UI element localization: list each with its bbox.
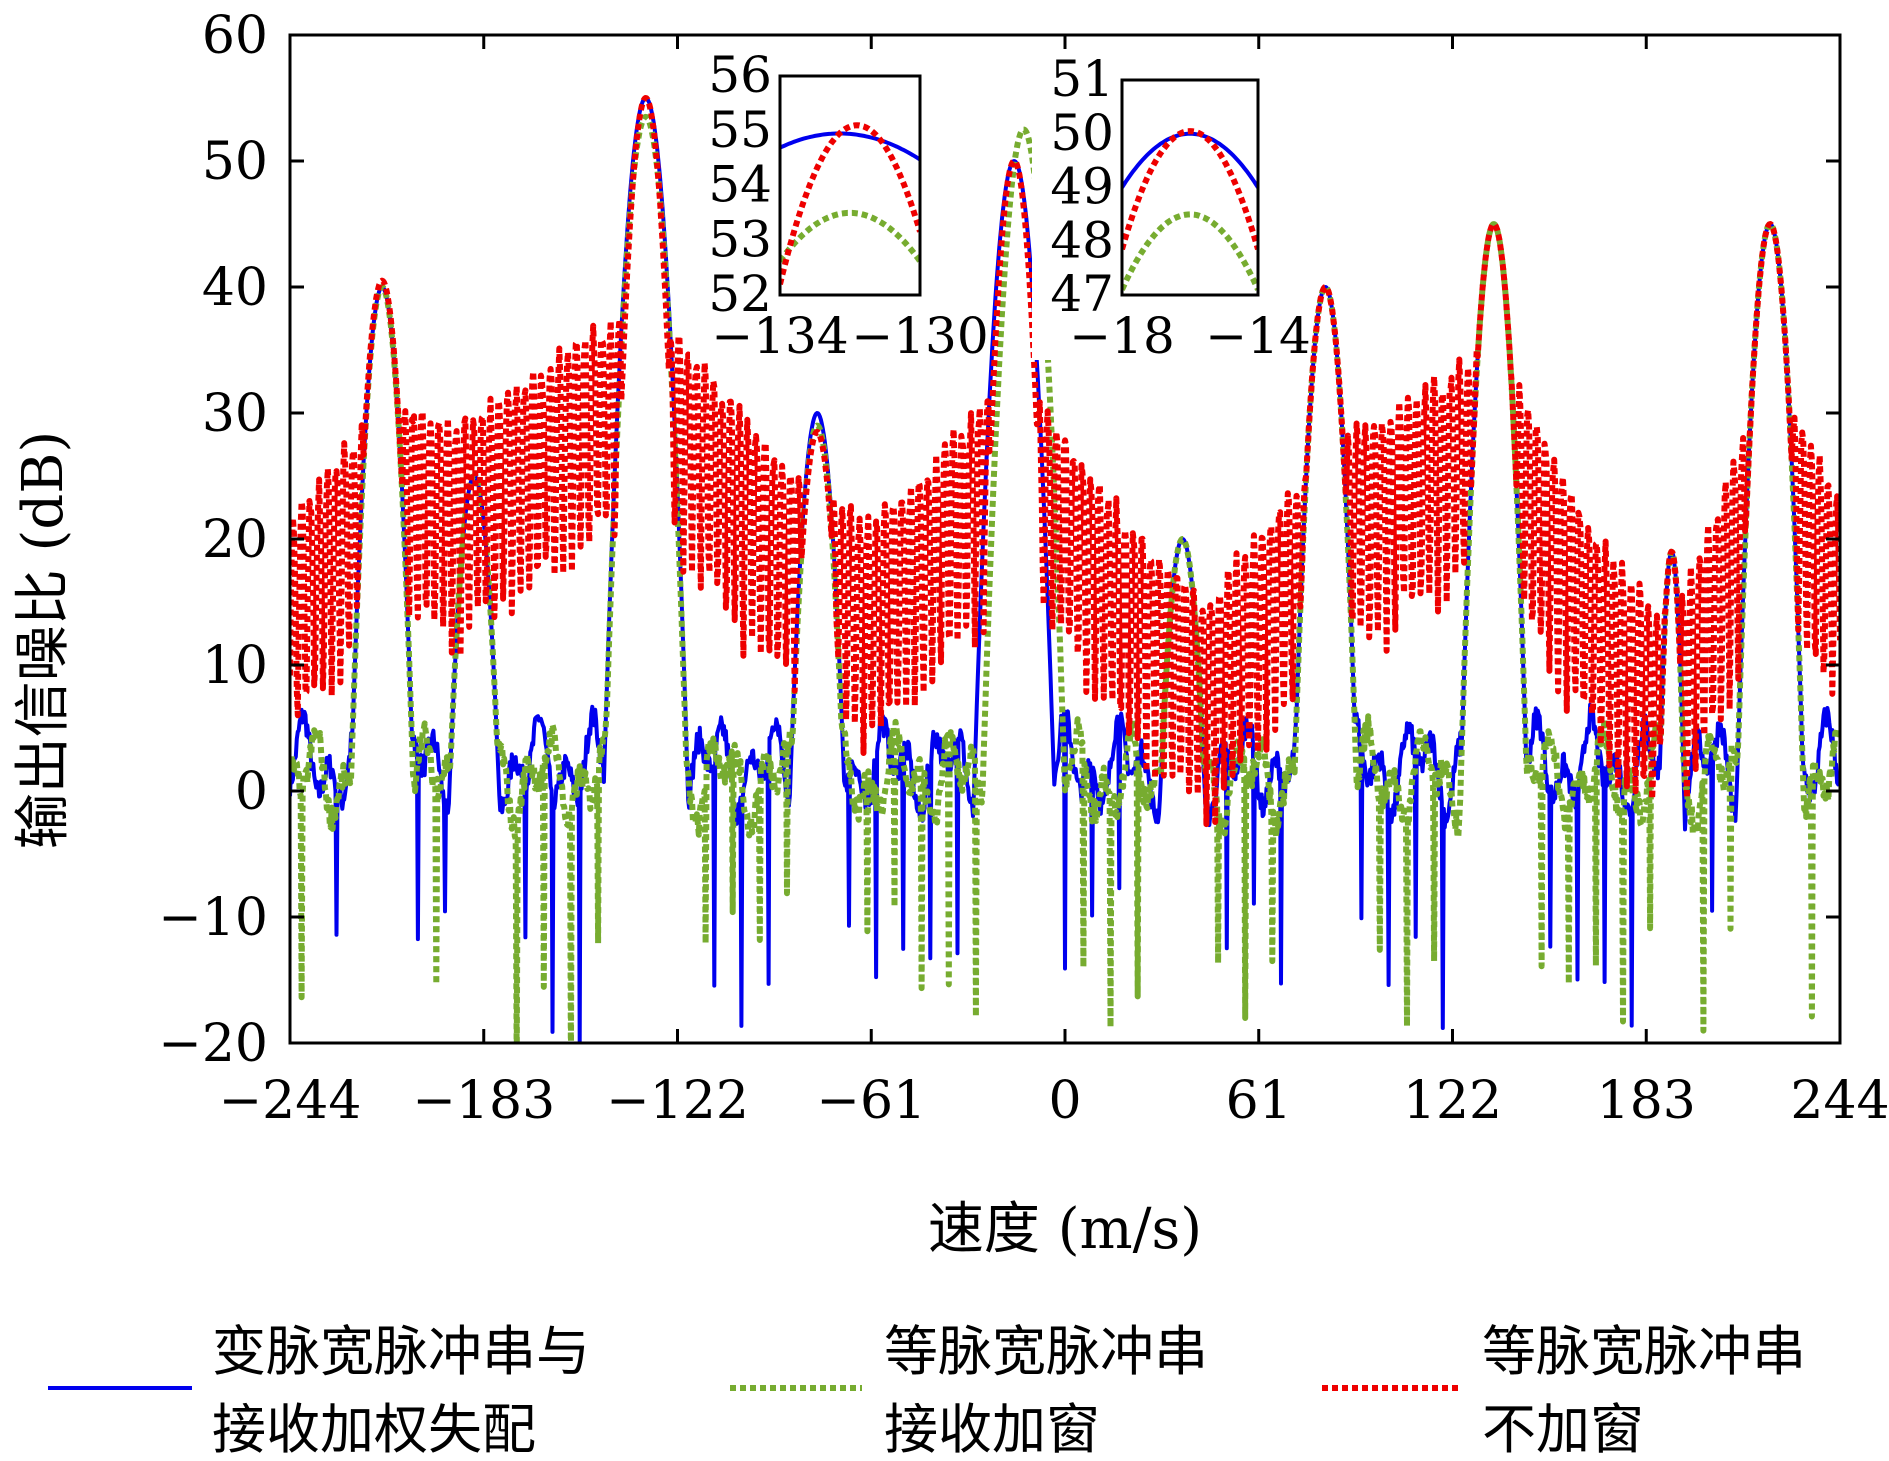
y-tick-label: 20 [202, 510, 268, 570]
inset-y-tick-label: 50 [1050, 104, 1114, 162]
inset-y-tick-label: 52 [708, 265, 772, 323]
inset-y-tick-label: 49 [1050, 158, 1114, 216]
x-tick-label: 122 [1403, 1071, 1502, 1131]
inset-x-tick-label: −14 [1205, 307, 1311, 365]
x-tick-label: 61 [1226, 1071, 1292, 1131]
inset-background [1032, 70, 1298, 360]
x-tick-label: 183 [1597, 1071, 1696, 1131]
legend-label-line2: 接收加权失配 [212, 1398, 536, 1461]
y-tick-label: −20 [158, 1014, 268, 1074]
legend-label-line1: 变脉宽脉冲串与 [212, 1320, 590, 1383]
series-line-3 [290, 95, 1840, 828]
y-tick-label: 0 [235, 762, 268, 822]
y-axis-label: 输出信噪比 (dB) [11, 431, 76, 850]
y-tick-label: 30 [202, 384, 268, 444]
x-axis-label: 速度 (m/s) [928, 1197, 1202, 1262]
inset-y-tick-label: 51 [1050, 50, 1114, 108]
y-tick-label: −10 [158, 888, 268, 948]
inset-series-line-3 [780, 122, 920, 286]
inset-series-line-2 [780, 209, 920, 263]
inset-x-tick-label: −18 [1069, 307, 1175, 365]
y-tick-label: 10 [202, 636, 268, 696]
x-tick-label: −122 [606, 1071, 749, 1131]
inset-y-tick-label: 54 [708, 156, 772, 214]
legend-label-line2: 接收加窗 [884, 1398, 1100, 1461]
x-tick-label: 0 [1048, 1071, 1081, 1131]
series-group [290, 95, 1840, 1043]
main-plot: −244 −183 −122 −61 0 61 122 183 244 −20 −10 0 10 20 30… [158, 6, 1889, 1131]
series-line-2 [290, 113, 1840, 1043]
inset-series-line-3 [1122, 128, 1258, 251]
x-tick-label: −61 [816, 1071, 926, 1131]
inset-series-line-1 [780, 131, 920, 162]
y-tick-label: 40 [202, 258, 268, 318]
x-tick-label: −244 [219, 1071, 362, 1131]
inset-frame [1120, 78, 1260, 297]
legend-label-line1: 等脉宽脉冲串 [1482, 1320, 1806, 1383]
inset-y-tick-label: 47 [1050, 265, 1114, 323]
inset-x-tick-label: −130 [851, 307, 988, 365]
inset-x-tick-label: −134 [711, 307, 848, 365]
inset-series-line-2 [1122, 211, 1258, 291]
x-tick-label: −183 [412, 1071, 555, 1131]
y-tick-label: 50 [202, 132, 268, 192]
inset-y-tick-label: 48 [1050, 211, 1114, 269]
x-tick-label: 244 [1790, 1071, 1889, 1131]
legend-label-line1: 等脉宽脉冲串 [884, 1320, 1208, 1383]
inset-y-tick-label: 53 [708, 210, 772, 268]
y-tick-label: 60 [202, 6, 268, 66]
legend-label-line2: 不加窗 [1482, 1398, 1644, 1461]
inset-y-tick-label: 56 [708, 46, 772, 104]
inset-frame [778, 74, 922, 297]
inset-y-tick-label: 55 [708, 101, 772, 159]
